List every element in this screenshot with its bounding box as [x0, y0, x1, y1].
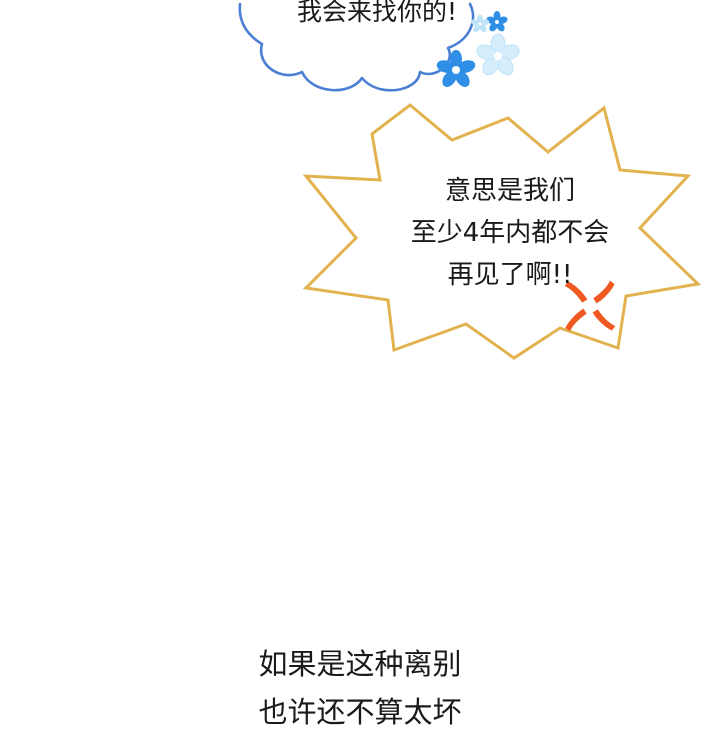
flower-icon: [475, 34, 521, 78]
caption-line: 也许还不算太坏: [160, 688, 560, 736]
narration-caption: 如果是这种离别 也许还不算太坏: [160, 640, 560, 736]
burst-line: 意思是我们: [370, 170, 650, 212]
burst-line: 至少4年内都不会: [370, 212, 650, 254]
burst-bubble-text: 意思是我们 至少4年内都不会 再见了啊!!: [370, 170, 650, 296]
caption-line: 如果是这种离别: [160, 640, 560, 688]
burst-line: 再见了啊!!: [370, 254, 650, 296]
illustration-layer: [0, 0, 720, 700]
cloud-bubble-text: 我会来找你的!: [262, 0, 492, 28]
